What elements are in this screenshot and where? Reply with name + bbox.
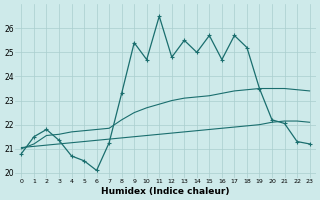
X-axis label: Humidex (Indice chaleur): Humidex (Indice chaleur) [101,187,230,196]
